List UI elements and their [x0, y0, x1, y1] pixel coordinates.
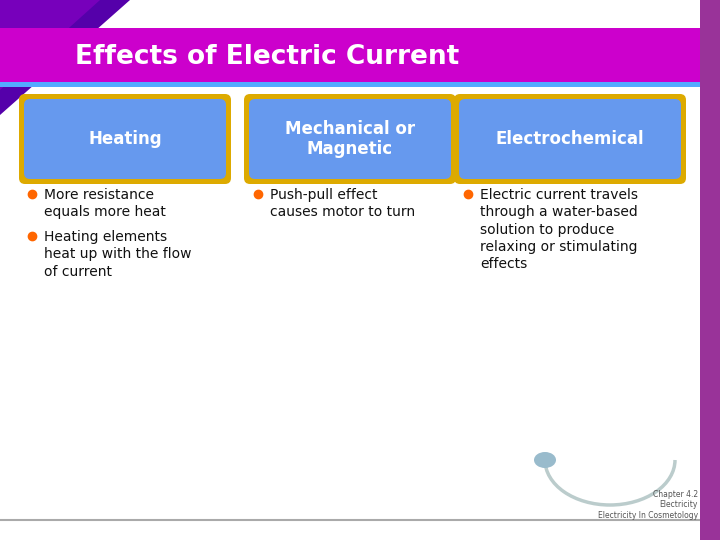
Bar	[0, 28, 720, 85]
Text: Electrochemical: Electrochemical	[495, 130, 644, 148]
Bar	[700, 0, 720, 540]
FancyBboxPatch shape	[249, 99, 451, 179]
Text: More resistance
equals more heat: More resistance equals more heat	[44, 188, 166, 219]
Text: Chapter 4.2
Electricity
Electricity In Cosmetology: Chapter 4.2 Electricity Electricity In C…	[598, 490, 698, 520]
Text: Push-pull effect
causes motor to turn: Push-pull effect causes motor to turn	[270, 188, 415, 219]
Text: Effects of Electric Current: Effects of Electric Current	[75, 44, 459, 70]
Text: Heating: Heating	[88, 130, 162, 148]
FancyBboxPatch shape	[24, 99, 226, 179]
Ellipse shape	[534, 452, 556, 468]
Polygon shape	[0, 0, 130, 115]
FancyBboxPatch shape	[19, 94, 231, 184]
Text: Mechanical or
Magnetic: Mechanical or Magnetic	[285, 119, 415, 158]
Polygon shape	[0, 0, 100, 90]
Bar	[0, 82, 720, 87]
FancyBboxPatch shape	[454, 94, 686, 184]
FancyBboxPatch shape	[244, 94, 456, 184]
Text: Electric current travels
through a water-based
solution to produce
relaxing or s: Electric current travels through a water…	[480, 188, 638, 271]
FancyBboxPatch shape	[459, 99, 681, 179]
Text: Heating elements
heat up with the flow
of current: Heating elements heat up with the flow o…	[44, 230, 192, 279]
